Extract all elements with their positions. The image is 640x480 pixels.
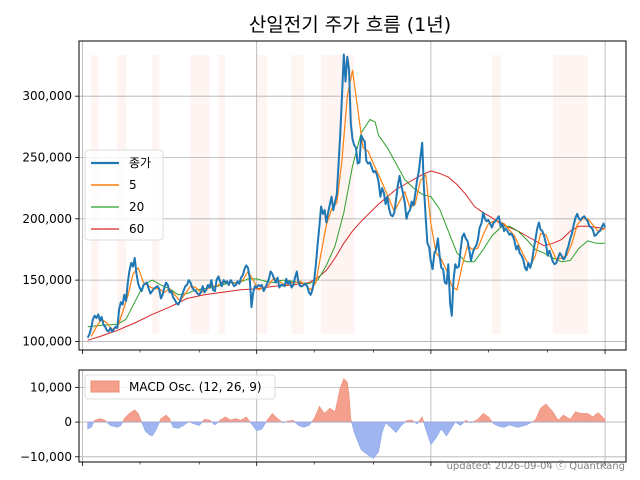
series-line-ma5 bbox=[90, 69, 606, 337]
price-legend-frame bbox=[84, 149, 164, 241]
y-tick-label: −10,000 bbox=[20, 450, 72, 464]
macd-negative-area bbox=[87, 421, 606, 459]
macd-series bbox=[87, 378, 606, 459]
y-tick-label: 250,000 bbox=[22, 150, 72, 164]
price-series bbox=[86, 53, 607, 341]
macd-plot-frame bbox=[78, 369, 627, 463]
shaded-period bbox=[491, 55, 501, 334]
legend-label: 20 bbox=[129, 200, 144, 214]
y-tick-label: 150,000 bbox=[22, 273, 72, 287]
price-shaded-periods bbox=[91, 55, 588, 334]
price-legend: 종가 5 20 60 bbox=[84, 149, 164, 241]
shaded-period bbox=[256, 55, 268, 334]
macd-panel: −10,000 0 10,000 MACD Osc. (12, 26, 9) bbox=[20, 369, 627, 466]
price-plot-area bbox=[79, 41, 626, 350]
legend-swatch bbox=[90, 380, 120, 393]
y-tick-label: 200,000 bbox=[22, 212, 72, 226]
macd-x-axis bbox=[82, 462, 606, 466]
series-line-close bbox=[86, 53, 607, 339]
y-tick-label: 0 bbox=[64, 415, 72, 429]
chart-title: 산일전기 주가 흐름 (1년) bbox=[249, 14, 451, 36]
price-y-axis: 100,000 150,000 200,000 250,000 300,000 bbox=[22, 89, 79, 348]
legend-label: 60 bbox=[129, 222, 144, 236]
legend-label: MACD Osc. (12, 26, 9) bbox=[129, 380, 262, 394]
shaded-period bbox=[190, 55, 210, 334]
price-grid bbox=[79, 41, 626, 350]
legend-label: 5 bbox=[129, 178, 137, 192]
shaded-period bbox=[291, 55, 304, 334]
y-tick-label: 300,000 bbox=[22, 89, 72, 103]
legend-label: 종가 bbox=[129, 156, 151, 170]
y-tick-label: 10,000 bbox=[30, 380, 72, 394]
y-tick-label: 100,000 bbox=[22, 334, 72, 348]
shaded-period bbox=[218, 55, 226, 334]
series-line-ma60 bbox=[87, 170, 606, 341]
macd-y-axis: −10,000 0 10,000 bbox=[20, 380, 79, 464]
price-panel: 100,000 150,000 200,000 250,000 300,000 종가 5 2… bbox=[22, 40, 627, 354]
footer-credit: updated: 2026-09-04 ⓒ QuantKang bbox=[447, 460, 625, 472]
shaded-period bbox=[552, 55, 588, 334]
macd-legend-frame bbox=[84, 374, 276, 400]
price-plot-frame bbox=[78, 40, 627, 351]
macd-legend: MACD Osc. (12, 26, 9) bbox=[84, 374, 276, 400]
price-x-axis bbox=[82, 350, 606, 354]
